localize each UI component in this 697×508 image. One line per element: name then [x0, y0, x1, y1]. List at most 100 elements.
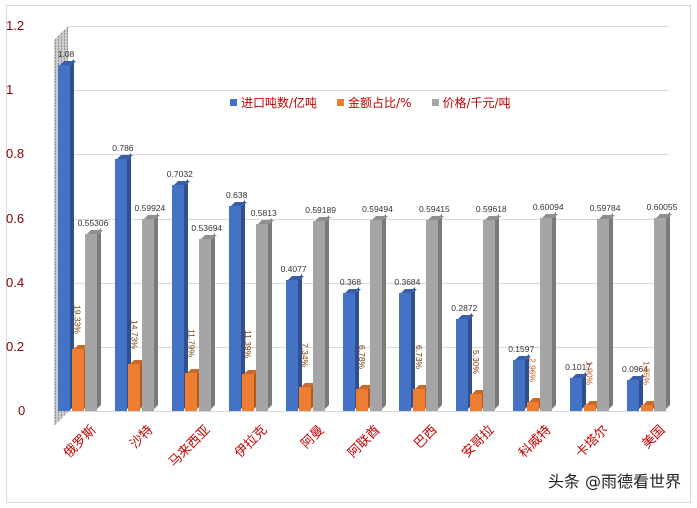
data-label: 11.79%: [186, 329, 197, 358]
legend-swatch-orange: [337, 99, 345, 106]
x-category-label: 伊拉克: [231, 422, 271, 462]
data-label: 0.60055: [646, 202, 678, 213]
x-category-label: 安哥拉: [459, 422, 498, 462]
data-label: 0.59189: [305, 205, 336, 216]
y-tick-label: 0.4: [6, 274, 25, 290]
bar: [483, 213, 502, 411]
legend-swatch-gray: [431, 99, 439, 106]
bar: [570, 372, 589, 411]
y-tick-label: 0.8: [6, 146, 25, 162]
data-label: 14.73%: [129, 319, 140, 349]
data-label: 19.33%: [72, 304, 83, 334]
bar: [85, 227, 103, 411]
data-label: 0.59415: [419, 204, 450, 215]
x-category-label: 美国: [639, 422, 669, 452]
data-label: 2.96%: [527, 357, 538, 382]
data-label: 0.786: [112, 142, 134, 153]
chart-legend: 进口吨数/亿吨 金额占比/% 价格/千元/吨: [230, 94, 511, 111]
data-label: 11.39%: [243, 330, 254, 359]
data-label: 1.85%: [641, 361, 652, 386]
data-label: 0.5813: [250, 208, 277, 219]
gridline: [68, 346, 668, 348]
bar: [356, 383, 374, 411]
data-label: 0.59784: [589, 203, 621, 214]
data-label: 0.2872: [451, 302, 478, 313]
data-label: 1.08: [57, 48, 75, 59]
legend-label: 价格/千元/吨: [442, 96, 511, 110]
data-label: 0.1017: [565, 362, 592, 373]
bar: [312, 215, 331, 411]
x-category-label: 沙特: [127, 422, 157, 452]
gridline: [68, 218, 668, 220]
data-label: 0.638: [226, 190, 248, 201]
gridline: [68, 154, 668, 156]
bar: [412, 383, 431, 411]
x-category-label: 巴西: [411, 422, 441, 452]
x-category-label: 阿联酋: [345, 422, 384, 462]
bar: [171, 179, 190, 411]
data-label: 6.78%: [357, 345, 367, 370]
bar: [369, 214, 388, 411]
bar: [285, 274, 304, 411]
bar: [198, 232, 217, 411]
data-label: 0.59494: [362, 204, 393, 215]
y-tick-label: 0: [18, 403, 26, 418]
data-label: 0.60094: [532, 202, 564, 213]
bar: [526, 395, 545, 411]
legend-label: 金额占比/%: [348, 96, 412, 110]
bar: [342, 286, 361, 411]
bar: [114, 152, 133, 411]
bar: [456, 312, 475, 411]
data-label: 7.34%: [300, 343, 311, 368]
data-label: 0.3684: [394, 276, 421, 287]
x-axis-line: [68, 411, 668, 412]
legend-swatch-blue: [230, 99, 237, 106]
bar: [242, 368, 261, 411]
x-category-label: 马来西亚: [165, 422, 214, 471]
bar: [540, 212, 559, 411]
bar: [185, 367, 204, 411]
x-category-label: 卡塔尔: [573, 422, 612, 462]
gridline: [68, 26, 668, 27]
gridline: [68, 90, 668, 92]
bar: [597, 213, 616, 411]
y-tick-label: 0.2: [6, 338, 25, 354]
bar: [299, 381, 318, 411]
data-label: 0.59924: [134, 202, 166, 213]
bar: [71, 342, 90, 411]
bar: [399, 286, 418, 411]
data-label: 1.90%: [584, 360, 595, 385]
y-tick-label: 1.2: [6, 18, 25, 33]
legend-item-tonnage: 进口吨数/亿吨: [230, 94, 317, 111]
data-label: 5.30%: [470, 349, 481, 375]
x-category-label: 科威特: [516, 422, 555, 462]
bar: [128, 357, 147, 411]
data-label: 0.59618: [475, 203, 507, 214]
y-tick-label: 1: [6, 82, 14, 98]
legend-label: 进口吨数/亿吨: [241, 96, 318, 110]
data-label: 0.4077: [280, 264, 307, 275]
bar: [58, 58, 76, 411]
data-label: 0.7032: [166, 169, 193, 180]
x-category-label: 阿曼: [298, 422, 328, 452]
x-category-label: 俄罗斯: [61, 422, 100, 462]
data-label: 0.1597: [508, 343, 535, 354]
legend-item-price: 价格/千元/吨: [431, 94, 511, 111]
gridline: [68, 282, 668, 284]
bar: [627, 374, 645, 411]
bar: [469, 387, 488, 411]
data-label: 6.73%: [413, 345, 424, 370]
bar: [141, 212, 160, 411]
data-label: 0.55306: [77, 217, 109, 228]
data-label: 0.53694: [191, 222, 223, 233]
bar: [228, 200, 247, 411]
data-label: 0.0964: [622, 364, 648, 375]
bar: [426, 214, 445, 411]
bar: [583, 398, 602, 411]
legend-item-share: 金额占比/%: [337, 94, 412, 111]
bar: [654, 212, 672, 411]
bar: [255, 218, 274, 411]
watermark: 头条 @雨德看世界: [547, 472, 681, 491]
y-tick-label: 0.6: [6, 210, 25, 226]
